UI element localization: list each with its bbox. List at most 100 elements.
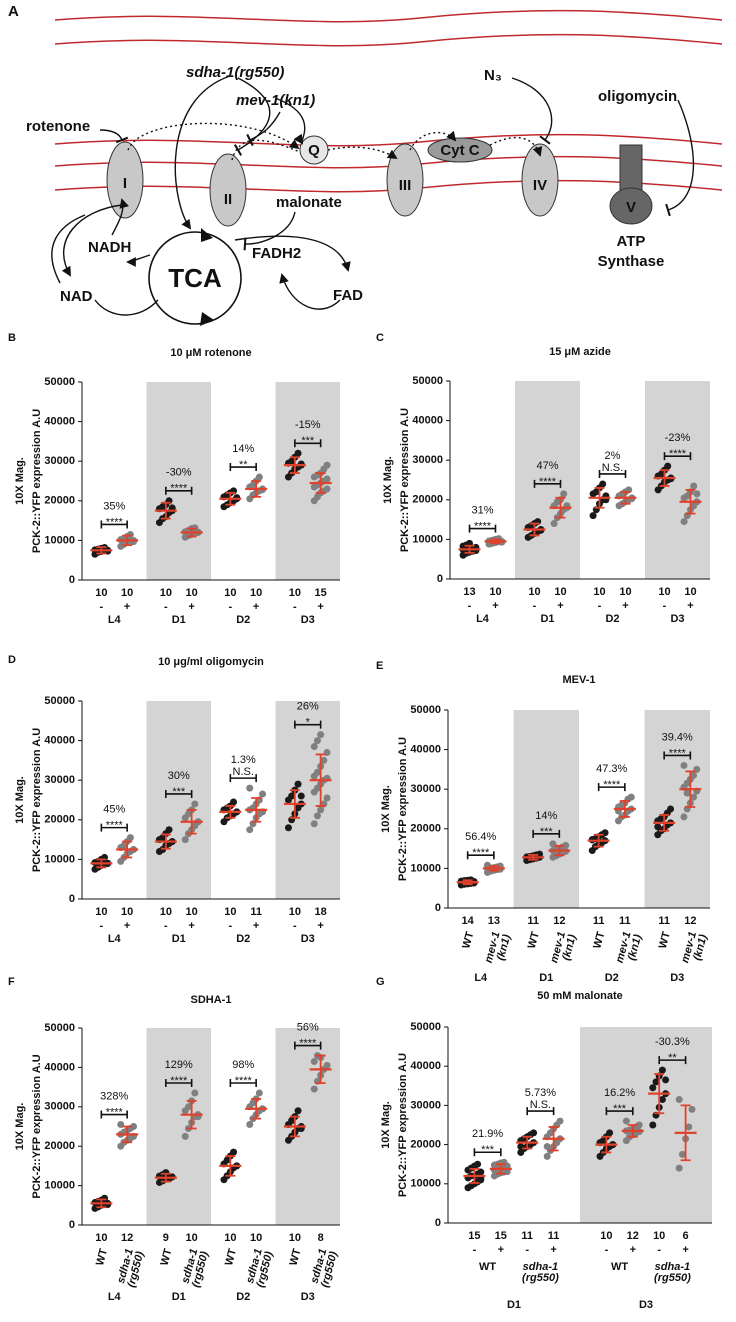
inhibitor-label: oligomycin — [598, 88, 677, 105]
y-tick-label: 0 — [69, 893, 75, 905]
group-label: D1 — [172, 933, 186, 945]
column-label: + — [188, 920, 194, 932]
n-label: 10 — [95, 1232, 107, 1244]
group-label: D1 — [172, 614, 186, 626]
column-label: + — [188, 601, 194, 613]
group-label: D2 — [236, 933, 250, 945]
data-point — [323, 485, 331, 493]
y-tick-label: 10000 — [412, 533, 443, 545]
significance: ** — [668, 1052, 677, 1064]
n-label: 11 — [527, 915, 539, 927]
comparison-bracket — [533, 479, 562, 488]
data-point — [317, 806, 325, 814]
n-label: 10 — [600, 1230, 612, 1242]
y-tick-label: 20000 — [412, 494, 443, 506]
group-label: L4 — [108, 1291, 122, 1303]
group-label: D3 — [301, 614, 315, 626]
column-label: + — [630, 1244, 636, 1256]
data-point — [654, 823, 662, 831]
data-point — [690, 793, 698, 801]
shaded-band — [513, 710, 579, 908]
percent-change: 1.3% — [231, 754, 256, 766]
n-label: 11 — [658, 915, 670, 927]
panel-letter: A — [8, 3, 19, 20]
n-label: 10 — [160, 906, 172, 918]
column-label: sdha-1(rg550) — [244, 1247, 275, 1288]
column-label: WT — [526, 930, 542, 950]
comparison-bracket — [294, 1041, 322, 1050]
arrows — [51, 75, 695, 316]
data-point — [310, 820, 318, 828]
n-label: 10 — [160, 587, 172, 599]
significance: *** — [540, 826, 554, 838]
comparison-bracket — [165, 1079, 193, 1088]
n-label: 10 — [658, 586, 670, 598]
group-label: D2 — [236, 1291, 250, 1303]
data-point — [693, 490, 701, 498]
n-label: 10 — [224, 1232, 236, 1244]
complexes — [106, 135, 653, 325]
data-point — [259, 790, 267, 798]
metabolite-label: NADH — [88, 239, 131, 256]
comparison-bracket — [165, 486, 193, 495]
column-label-line: WT — [94, 1247, 110, 1267]
n-label: 13 — [488, 915, 500, 927]
y-axis-label: PCK-2::YFP expression A.U — [31, 728, 43, 872]
column-label: + — [317, 601, 323, 613]
y-tick-label: 30000 — [44, 1101, 75, 1113]
data-point — [622, 1117, 630, 1125]
column-label: WT — [460, 930, 476, 950]
n-label: 11 — [593, 915, 605, 927]
n-label: 10 — [593, 586, 605, 598]
percent-change: 328% — [100, 1090, 128, 1102]
column-label-line: WT — [288, 1247, 304, 1267]
shaded-band — [146, 382, 211, 580]
column-label: mev-1(kn1) — [483, 930, 514, 964]
significance: **** — [474, 521, 492, 533]
n-label: 10 — [186, 906, 198, 918]
complex-label: IV — [533, 177, 547, 194]
complex-label: I — [123, 175, 127, 192]
significance: **** — [299, 1037, 317, 1049]
n-label: 13 — [463, 586, 475, 598]
column-label: - — [100, 920, 104, 932]
data-point — [320, 756, 328, 764]
data-point — [294, 449, 302, 457]
data-point — [297, 792, 305, 800]
n-label: 12 — [684, 915, 696, 927]
column-label: - — [100, 601, 104, 613]
n-label: 15 — [315, 587, 327, 599]
group-label: L4 — [474, 972, 488, 984]
strain-label: sdha-1 — [655, 1261, 690, 1273]
y-tick-label: 30000 — [44, 455, 75, 467]
y-axis-label: 10X Mag. — [380, 1101, 392, 1149]
chart-title: 10 μM rotenone — [170, 347, 251, 359]
atp-label: Synthase — [598, 253, 665, 270]
significance: *** — [172, 786, 186, 798]
n-label: 11 — [521, 1230, 533, 1242]
n-label: 10 — [250, 587, 262, 599]
column-label: WT — [159, 1247, 175, 1267]
significance: N.S. — [530, 1099, 551, 1111]
percent-change: 14% — [232, 443, 254, 455]
y-axis-label: 10X Mag. — [14, 457, 26, 505]
comparison-bracket — [597, 783, 626, 792]
significance: **** — [106, 820, 124, 832]
column-label: + — [253, 601, 259, 613]
metabolite-label: FADH2 — [252, 245, 301, 262]
n-label: 8 — [318, 1232, 324, 1244]
data-point — [690, 771, 698, 779]
n-label: 10 — [684, 586, 696, 598]
data-point — [627, 793, 635, 801]
column-label: WT — [288, 1247, 304, 1267]
y-tick-label: 0 — [435, 1217, 441, 1229]
column-label: WT — [94, 1247, 110, 1267]
significance: *** — [481, 1144, 495, 1156]
atp-label: ATP — [617, 233, 646, 250]
y-axis-label: PCK-2::YFP expression A.U — [397, 737, 409, 881]
percent-change: -30% — [166, 467, 192, 479]
percent-change: 31% — [471, 505, 493, 517]
percent-change: 39.4% — [662, 731, 693, 743]
n-label: 15 — [495, 1230, 507, 1242]
